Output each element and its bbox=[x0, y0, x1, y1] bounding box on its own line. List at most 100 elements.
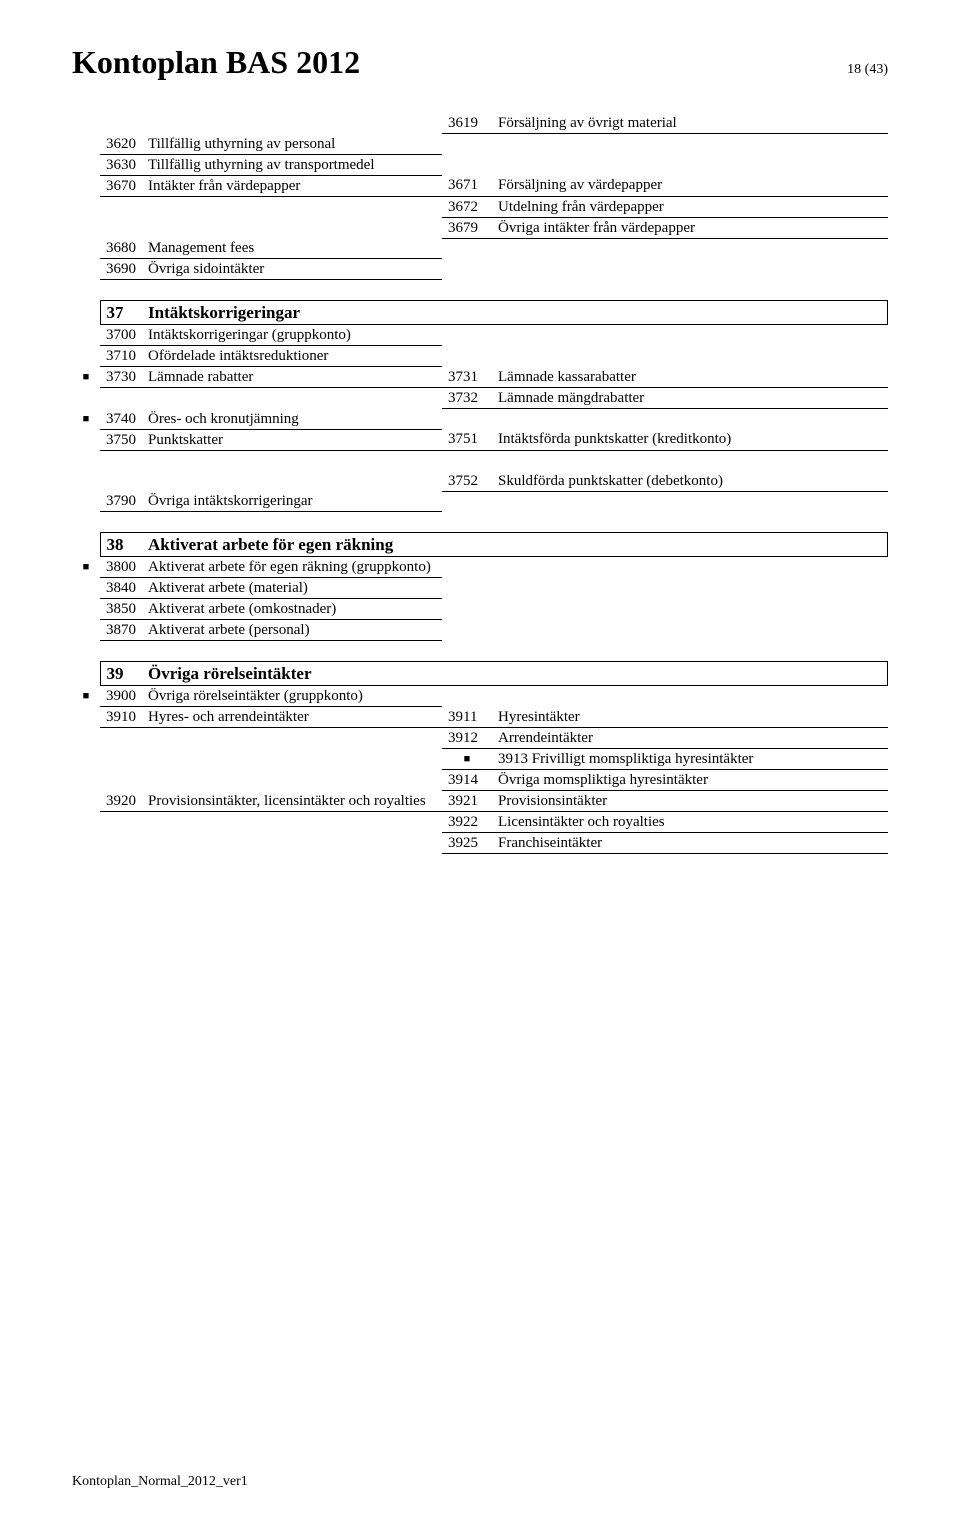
table-row: ■3800Aktiverat arbete för egen räkning (… bbox=[72, 557, 888, 578]
sub-account-code bbox=[442, 259, 492, 280]
table-row: 3912Arrendeintäkter bbox=[72, 728, 888, 749]
sub-account-code bbox=[442, 409, 492, 430]
account-desc: Tillfällig uthyrning av personal bbox=[142, 134, 442, 155]
table-row: 3690Övriga sidointäkter bbox=[72, 259, 888, 280]
account-code: 3850 bbox=[100, 599, 142, 620]
account-desc: Övriga intäktskorrigeringar bbox=[142, 491, 442, 512]
page-number: 18 (43) bbox=[847, 62, 888, 78]
account-desc: Punktskatter bbox=[142, 429, 442, 450]
account-desc: Tillfällig uthyrning av transportmedel bbox=[142, 154, 442, 175]
table-row: ■3900Övriga rörelseintäkter (gruppkonto) bbox=[72, 686, 888, 707]
sub-account-code bbox=[442, 578, 492, 599]
sub-account-code: 3752 bbox=[442, 471, 492, 492]
section-code: 39 bbox=[100, 662, 142, 686]
account-desc: Övriga sidointäkter bbox=[142, 259, 442, 280]
row-bullet bbox=[72, 259, 100, 280]
sub-account-code bbox=[442, 325, 492, 346]
account-code bbox=[100, 471, 142, 492]
sub-account-desc bbox=[492, 259, 888, 280]
account-desc: Provisionsintäkter, licensintäkter och r… bbox=[142, 791, 442, 812]
sub-account-desc: Intäktsförda punktskatter (kreditkonto) bbox=[492, 429, 888, 450]
right-bullet: ■ bbox=[442, 749, 492, 770]
row-bullet bbox=[72, 196, 100, 217]
sub-account-desc: Arrendeintäkter bbox=[492, 728, 888, 749]
account-code: 3620 bbox=[100, 134, 142, 155]
table-section-39: 39 Övriga rörelseintäkter ■3900Övriga rö… bbox=[72, 661, 888, 854]
sub-account-code bbox=[442, 134, 492, 155]
account-code: 3670 bbox=[100, 175, 142, 196]
table-row: 3630Tillfällig uthyrning av transportmed… bbox=[72, 154, 888, 175]
sub-account-desc: Utdelning från värdepapper bbox=[492, 196, 888, 217]
account-code: 3730 bbox=[100, 367, 142, 388]
sub-account-desc: Övriga intäkter från värdepapper bbox=[492, 217, 888, 238]
section-heading-row: 37 Intäktskorrigeringar bbox=[72, 301, 888, 325]
table-row: 3710Ofördelade intäktsreduktioner bbox=[72, 346, 888, 367]
sub-account-code bbox=[442, 154, 492, 175]
account-desc: Lämnade rabatter bbox=[142, 367, 442, 388]
sub-account-code: 3925 bbox=[442, 833, 492, 854]
account-desc bbox=[142, 196, 442, 217]
sub-account-desc: Försäljning av värdepapper bbox=[492, 175, 888, 196]
sub-account-code bbox=[442, 686, 492, 707]
account-code: 3630 bbox=[100, 154, 142, 175]
row-bullet bbox=[72, 728, 100, 749]
account-code: 3790 bbox=[100, 491, 142, 512]
account-desc: Aktiverat arbete (omkostnader) bbox=[142, 599, 442, 620]
sub-account-code: 3922 bbox=[442, 812, 492, 833]
sub-account-code: 3671 bbox=[442, 175, 492, 196]
sub-account-desc bbox=[492, 346, 888, 367]
account-code bbox=[100, 728, 142, 749]
row-bullet bbox=[72, 175, 100, 196]
sub-account-desc: Skuldförda punktskatter (debetkonto) bbox=[492, 471, 888, 492]
row-bullet bbox=[72, 833, 100, 854]
account-desc bbox=[142, 770, 442, 791]
table-row: 3732Lämnade mängdrabatter bbox=[72, 388, 888, 409]
sub-account-code: 3672 bbox=[442, 196, 492, 217]
sub-account-desc bbox=[492, 557, 888, 578]
account-code bbox=[100, 812, 142, 833]
table-row: 3870Aktiverat arbete (personal) bbox=[72, 620, 888, 641]
account-code: 3920 bbox=[100, 791, 142, 812]
sub-account-desc bbox=[492, 238, 888, 259]
sub-account-code bbox=[442, 599, 492, 620]
sub-account-code: 3731 bbox=[442, 367, 492, 388]
account-code: 3900 bbox=[100, 686, 142, 707]
row-bullet bbox=[72, 113, 100, 134]
table-row: 3750Punktskatter3751Intäktsförda punktsk… bbox=[72, 429, 888, 450]
row-bullet: ■ bbox=[72, 686, 100, 707]
account-code: 3700 bbox=[100, 325, 142, 346]
table-row: ■3740Öres- och kronutjämning bbox=[72, 409, 888, 430]
row-bullet bbox=[72, 154, 100, 175]
table-section-38: 38 Aktiverat arbete för egen räkning ■38… bbox=[72, 532, 888, 641]
account-desc: Management fees bbox=[142, 238, 442, 259]
sub-account-desc: Övriga momspliktiga hyresintäkter bbox=[492, 770, 888, 791]
account-desc bbox=[142, 728, 442, 749]
account-code bbox=[100, 749, 142, 770]
section-code: 38 bbox=[100, 533, 142, 557]
row-bullet bbox=[72, 749, 100, 770]
sub-account-code: 3619 bbox=[442, 113, 492, 134]
page: Kontoplan BAS 2012 18 (43) 3619 Försäljni… bbox=[0, 0, 960, 1518]
section-title: Övriga rörelseintäkter bbox=[142, 662, 442, 686]
sub-account-desc bbox=[492, 686, 888, 707]
sub-account-desc bbox=[492, 578, 888, 599]
table-row: 3922Licensintäkter och royalties bbox=[72, 812, 888, 833]
sub-account-desc: Lämnade mängdrabatter bbox=[492, 388, 888, 409]
sub-account-code: 3911 bbox=[442, 707, 492, 728]
account-code bbox=[100, 388, 142, 409]
row-bullet bbox=[72, 578, 100, 599]
sub-account-desc: Hyresintäkter bbox=[492, 707, 888, 728]
account-code bbox=[100, 113, 142, 134]
sub-account-desc bbox=[492, 154, 888, 175]
account-desc bbox=[142, 471, 442, 492]
account-desc: Aktiverat arbete (material) bbox=[142, 578, 442, 599]
sub-account-code: 3921 bbox=[442, 791, 492, 812]
row-bullet: ■ bbox=[72, 557, 100, 578]
sub-account-desc: Franchiseintäkter bbox=[492, 833, 888, 854]
row-bullet bbox=[72, 238, 100, 259]
header: Kontoplan BAS 2012 18 (43) bbox=[72, 44, 888, 81]
sub-account-desc: 3913 Frivilligt momspliktiga hyresintäkt… bbox=[492, 749, 888, 770]
account-code: 3870 bbox=[100, 620, 142, 641]
sub-account-code bbox=[442, 346, 492, 367]
row-bullet bbox=[72, 429, 100, 450]
